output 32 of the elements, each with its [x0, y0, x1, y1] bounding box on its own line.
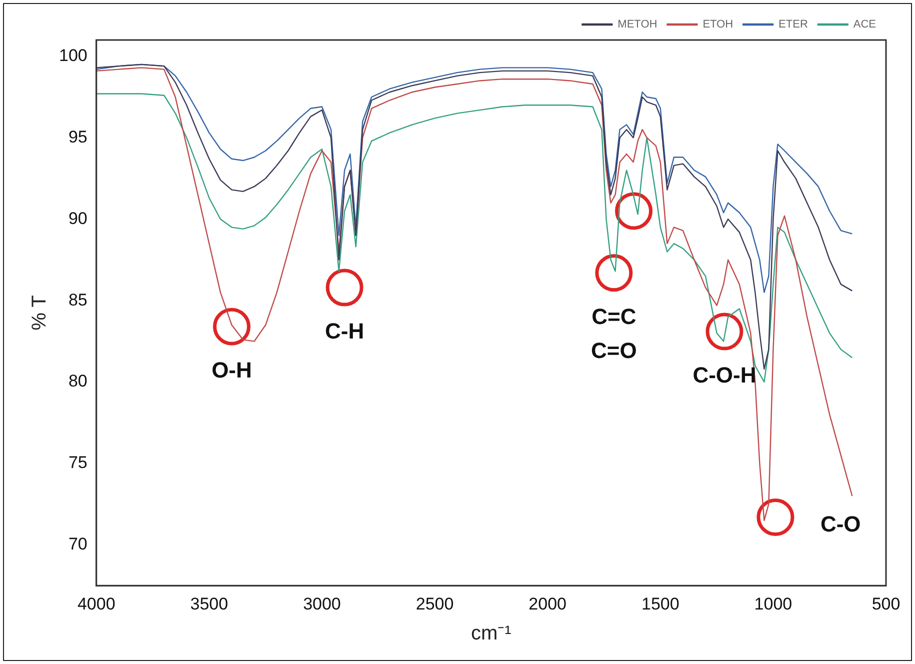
x-tick-label: 1000: [754, 594, 792, 614]
annotation: C-O: [820, 511, 861, 536]
y-tick-label: 70: [68, 534, 88, 554]
y-tick-label: 95: [68, 127, 88, 146]
annotation: C=C: [592, 304, 636, 329]
annotation: O-H: [212, 358, 252, 383]
legend-label: ACE: [853, 18, 876, 31]
legend-label: ETOH: [702, 18, 734, 31]
x-tick-label: 4000: [77, 594, 116, 614]
x-tick-label: 3500: [190, 594, 228, 614]
x-tick-label: 2500: [416, 594, 454, 614]
point: [595, 254, 633, 292]
point: [756, 498, 794, 536]
legend-label: METOH: [618, 18, 658, 31]
annotation: C=O: [590, 338, 637, 363]
y-tick-label: 100: [58, 46, 88, 65]
y-tick-label: 80: [68, 372, 88, 391]
y-tick-label: 85: [68, 290, 88, 310]
point: [615, 192, 653, 230]
x-tick-label: 500: [872, 594, 900, 614]
y-tick-label: 75: [68, 453, 88, 472]
point: [326, 268, 364, 306]
y-tick-label: 90: [68, 208, 88, 228]
point: [212, 308, 250, 346]
x-tick-label: 3000: [303, 594, 341, 614]
x-tick-label: 1500: [641, 594, 680, 614]
point: [706, 312, 744, 350]
annotation: C-H: [324, 318, 364, 344]
x-axis-title: cm⁻¹: [471, 622, 512, 645]
legend-label: ETER: [778, 18, 808, 31]
y-axis-title: % T: [28, 295, 51, 330]
x-tick-label: 2000: [528, 594, 566, 614]
